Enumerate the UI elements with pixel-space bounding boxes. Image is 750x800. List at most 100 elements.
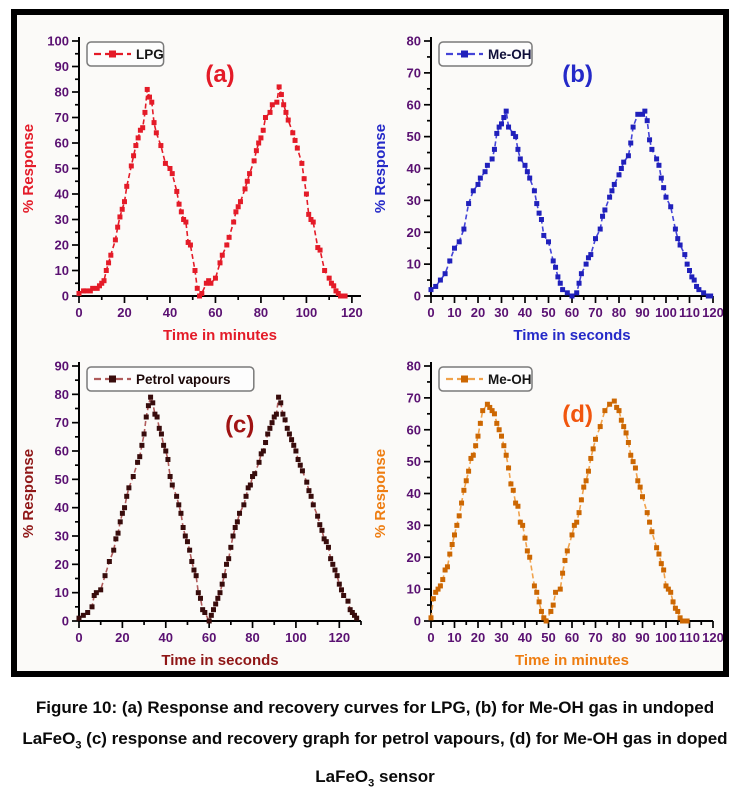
svg-text:20: 20: [471, 305, 485, 320]
legend-box: LPG: [86, 41, 165, 67]
panel-letter-b: (b): [562, 61, 593, 88]
svg-text:20: 20: [55, 557, 69, 572]
svg-text:50: 50: [541, 305, 555, 320]
svg-text:0: 0: [75, 305, 82, 320]
x-axis-label: Time in minutes: [163, 327, 277, 344]
svg-text:100: 100: [47, 34, 69, 49]
y-axis-label: % Response: [20, 124, 37, 213]
panel-a-chart: 0 10 20 30 40 50 60 70 80 90 100 0 20 40 60 80 100 120 Tim…: [19, 23, 371, 348]
tick-labels: 0 10 20 30 40 50 60 70 80 90 0 20 40 60 80 100 120: [55, 359, 351, 646]
legend-box: Me-OH: [438, 366, 533, 392]
legend-box: Me-OH: [438, 41, 533, 67]
svg-text:80: 80: [612, 305, 626, 320]
svg-text:80: 80: [245, 630, 259, 645]
svg-text:120: 120: [702, 305, 723, 320]
y-axis-label: % Response: [372, 449, 389, 538]
svg-text:80: 80: [55, 85, 69, 100]
y-axis-label: % Response: [20, 449, 37, 538]
svg-text:10: 10: [407, 582, 421, 597]
svg-text:50: 50: [541, 630, 555, 645]
legend-label: LPG: [136, 47, 164, 62]
svg-text:60: 60: [407, 422, 421, 437]
caption-line: LaFeO3 sensor: [315, 767, 435, 790]
svg-text:20: 20: [407, 550, 421, 565]
svg-text:40: 40: [159, 630, 173, 645]
svg-text:60: 60: [565, 630, 579, 645]
legend-marker-sample: [461, 50, 468, 58]
legend-marker-sample: [109, 375, 116, 383]
panel-letter-c: (c): [225, 411, 254, 438]
panel-letter-a: (a): [205, 61, 234, 88]
svg-text:110: 110: [679, 305, 700, 320]
svg-text:30: 30: [55, 529, 69, 544]
figure-frame: 0 10 20 30 40 50 60 70 80 90 100 0 20 40 60 80 100 120 Tim…: [11, 9, 729, 677]
svg-text:50: 50: [55, 472, 69, 487]
svg-text:10: 10: [55, 263, 69, 278]
svg-text:60: 60: [55, 444, 69, 459]
x-axis-label: Time in seconds: [161, 652, 278, 669]
svg-text:90: 90: [55, 359, 69, 374]
legend-box: Petrol vapours: [86, 366, 255, 392]
series-line: [430, 109, 711, 297]
y-axis-label: % Response: [372, 124, 389, 213]
svg-text:60: 60: [565, 305, 579, 320]
tick-labels: 0 10 20 30 40 50 60 70 80 90 100 0 20 40 60 80 100 120: [47, 34, 362, 321]
svg-text:30: 30: [494, 630, 508, 645]
svg-text:0: 0: [414, 289, 421, 304]
svg-text:50: 50: [55, 161, 69, 176]
svg-text:10: 10: [407, 257, 421, 272]
svg-text:70: 70: [588, 305, 602, 320]
svg-text:30: 30: [494, 305, 508, 320]
x-axis-label: Time in seconds: [513, 327, 630, 344]
legend-marker-sample: [109, 50, 116, 58]
svg-text:90: 90: [635, 305, 649, 320]
caption-line: LaFeO3 (c) response and recovery graph f…: [22, 729, 728, 752]
svg-text:50: 50: [407, 129, 421, 144]
svg-text:30: 30: [55, 212, 69, 227]
panel-d-chart: 0 10 20 30 40 50 60 70 80 0 10 20 30 40 50 60 70 80 90 100 1…: [371, 348, 723, 673]
svg-text:20: 20: [115, 630, 129, 645]
svg-text:0: 0: [427, 630, 434, 645]
svg-text:40: 40: [407, 486, 421, 501]
svg-text:30: 30: [407, 518, 421, 533]
svg-text:60: 60: [202, 630, 216, 645]
legend-marker-sample: [461, 375, 468, 383]
svg-text:80: 80: [407, 359, 421, 374]
legend-label: Me-OH: [488, 372, 532, 387]
tick-marks: [72, 365, 362, 628]
caption-line: Figure 10: (a) Response and recovery cur…: [35, 698, 715, 717]
svg-text:0: 0: [62, 289, 69, 304]
series-markers: [428, 108, 714, 299]
svg-text:70: 70: [55, 415, 69, 430]
svg-text:60: 60: [407, 97, 421, 112]
svg-text:40: 40: [55, 187, 69, 202]
chart-svg-c: 0 10 20 30 40 50 60 70 80 90 0 20 40 60 80 100 120 Time i…: [20, 359, 362, 669]
svg-text:80: 80: [407, 34, 421, 49]
svg-text:0: 0: [62, 614, 69, 629]
panel-c-chart: 0 10 20 30 40 50 60 70 80 90 0 20 40 60 80 100 120 Time i…: [19, 348, 371, 673]
chart-svg-a: 0 10 20 30 40 50 60 70 80 90 100 0 20 40 60 80 100 120 Tim…: [20, 34, 363, 345]
svg-text:100: 100: [655, 305, 677, 320]
svg-text:80: 80: [55, 387, 69, 402]
panel-letter-d: (d): [562, 401, 593, 428]
series-markers: [76, 394, 360, 624]
charts-grid: 0 10 20 30 40 50 60 70 80 90 100 0 20 40 60 80 100 120 Tim…: [17, 15, 723, 671]
svg-text:100: 100: [285, 630, 307, 645]
series-markers: [76, 84, 348, 299]
svg-text:120: 120: [328, 630, 350, 645]
svg-text:40: 40: [518, 305, 532, 320]
svg-text:70: 70: [588, 630, 602, 645]
svg-text:110: 110: [679, 630, 700, 645]
svg-text:20: 20: [471, 630, 485, 645]
svg-text:70: 70: [55, 110, 69, 125]
svg-text:100: 100: [655, 630, 677, 645]
svg-text:40: 40: [55, 500, 69, 515]
svg-text:40: 40: [407, 161, 421, 176]
svg-text:120: 120: [702, 630, 723, 645]
figure-caption: Figure 10: (a) Response and recovery cur…: [0, 692, 750, 800]
svg-text:120: 120: [341, 305, 363, 320]
svg-text:70: 70: [407, 390, 421, 405]
